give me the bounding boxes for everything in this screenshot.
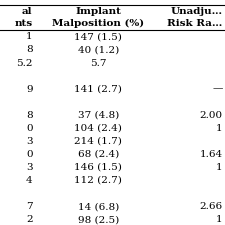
Text: 37 (4.8): 37 (4.8) [78,111,119,120]
Text: 1: 1 [26,32,33,41]
Text: Risk Ra…: Risk Ra… [167,19,223,28]
Text: 2.00: 2.00 [200,111,223,120]
Text: 1: 1 [216,124,223,133]
Text: 68 (2.4): 68 (2.4) [78,150,119,159]
Text: 5.2: 5.2 [16,58,33,68]
Text: al: al [22,7,33,16]
Text: 104 (2.4): 104 (2.4) [74,124,122,133]
Text: 98 (2.5): 98 (2.5) [78,215,119,224]
Text: 1: 1 [216,215,223,224]
Text: 141 (2.7): 141 (2.7) [74,85,122,94]
Text: 5.7: 5.7 [90,58,107,68]
Text: Implant: Implant [76,7,121,16]
Text: 3: 3 [26,137,33,146]
Text: 40 (1.2): 40 (1.2) [78,45,119,54]
Text: 2.66: 2.66 [200,202,223,211]
Text: 3: 3 [26,163,33,172]
Text: 8: 8 [26,45,33,54]
Text: —: — [212,85,223,94]
Text: 112 (2.7): 112 (2.7) [74,176,122,185]
Text: Unadju…: Unadju… [171,7,223,16]
Text: 9: 9 [26,85,33,94]
Text: 8: 8 [26,111,33,120]
Text: 1.64: 1.64 [200,150,223,159]
Text: 14 (6.8): 14 (6.8) [78,202,119,211]
Text: 4: 4 [26,176,33,185]
Text: Malposition (%): Malposition (%) [52,19,144,28]
Text: nts: nts [14,19,33,28]
Text: 7: 7 [26,202,33,211]
Text: 0: 0 [26,150,33,159]
Text: 147 (1.5): 147 (1.5) [74,32,122,41]
Text: 2: 2 [26,215,33,224]
Text: 1: 1 [216,163,223,172]
Text: 214 (1.7): 214 (1.7) [74,137,122,146]
Text: 146 (1.5): 146 (1.5) [74,163,122,172]
Text: 0: 0 [26,124,33,133]
